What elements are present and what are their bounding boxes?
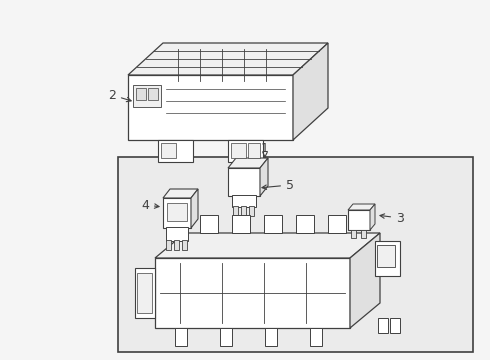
- Bar: [265, 328, 277, 346]
- Bar: [249, 206, 254, 216]
- Bar: [310, 328, 322, 346]
- Polygon shape: [370, 204, 375, 230]
- Polygon shape: [232, 215, 250, 233]
- Text: 5: 5: [262, 179, 294, 192]
- Bar: [220, 328, 232, 346]
- Bar: [182, 240, 187, 250]
- Text: 2: 2: [108, 89, 131, 102]
- Bar: [128, 75, 293, 140]
- Bar: [378, 318, 388, 333]
- Bar: [155, 258, 350, 328]
- Bar: [228, 140, 263, 162]
- Bar: [137, 273, 152, 313]
- Polygon shape: [163, 189, 198, 198]
- Bar: [232, 195, 256, 207]
- Bar: [166, 227, 188, 241]
- Polygon shape: [296, 215, 314, 233]
- Bar: [375, 241, 400, 276]
- Bar: [351, 230, 356, 238]
- Bar: [136, 88, 146, 100]
- Polygon shape: [200, 215, 218, 233]
- Text: 1: 1: [261, 141, 269, 157]
- Polygon shape: [260, 158, 268, 196]
- Bar: [248, 143, 260, 158]
- Bar: [133, 85, 161, 107]
- Polygon shape: [228, 158, 268, 168]
- Polygon shape: [350, 233, 380, 328]
- Bar: [148, 88, 158, 100]
- Bar: [175, 328, 187, 346]
- Bar: [361, 230, 366, 238]
- Polygon shape: [348, 204, 375, 210]
- Bar: [158, 140, 193, 162]
- Bar: [174, 240, 179, 250]
- Polygon shape: [135, 268, 155, 318]
- Bar: [377, 245, 395, 267]
- Bar: [161, 143, 176, 158]
- Polygon shape: [191, 189, 198, 228]
- Bar: [231, 143, 246, 158]
- Bar: [228, 168, 260, 196]
- Bar: [241, 206, 246, 216]
- Bar: [233, 206, 238, 216]
- Bar: [163, 198, 191, 228]
- Bar: [167, 203, 187, 221]
- Polygon shape: [328, 215, 346, 233]
- Text: 4: 4: [141, 198, 159, 212]
- Polygon shape: [155, 233, 380, 258]
- Text: 3: 3: [380, 212, 404, 225]
- Bar: [118, 157, 473, 352]
- Polygon shape: [293, 43, 328, 140]
- Polygon shape: [128, 43, 328, 75]
- Bar: [348, 210, 370, 230]
- Bar: [166, 240, 171, 250]
- Bar: [390, 318, 400, 333]
- Polygon shape: [264, 215, 282, 233]
